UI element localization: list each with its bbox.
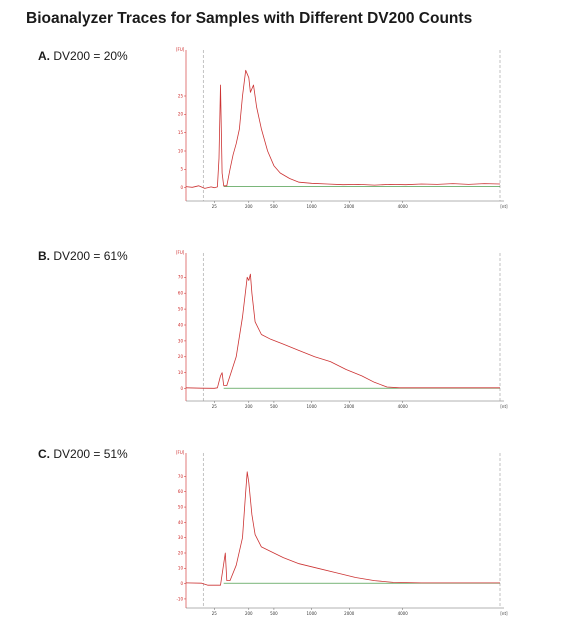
y-tick-label: 20: [178, 354, 184, 359]
panel-c-letter: C.: [38, 447, 50, 461]
y-tick-label: 30: [178, 535, 184, 540]
x-unit-label: [nt]: [500, 204, 508, 209]
y-tick-label: 70: [178, 275, 184, 280]
panel-a-label: A. DV200 = 20%: [38, 49, 128, 63]
panel-b-letter: B.: [38, 249, 50, 263]
x-tick-label: 25: [212, 404, 218, 409]
y-tick-label: 70: [178, 474, 184, 479]
y-tick-label: 10: [178, 370, 184, 375]
x-tick-label: 4000: [398, 611, 409, 616]
y-tick-label: 0: [180, 185, 183, 190]
y-tick-label: 5: [180, 167, 183, 172]
y-tick-label: 20: [178, 112, 184, 117]
x-tick-label: 2000: [344, 204, 355, 209]
y-tick-label: 40: [178, 520, 184, 525]
panel-c-dv200: DV200 = 51%: [53, 447, 128, 461]
y-tick-label: -10: [176, 596, 183, 601]
y-unit-label: [FU]: [176, 47, 185, 52]
y-tick-label: 0: [180, 581, 183, 586]
y-tick-label: 10: [178, 148, 184, 153]
x-tick-label: 500: [270, 404, 278, 409]
y-tick-label: 40: [178, 322, 184, 327]
y-tick-label: 10: [178, 566, 184, 571]
y-unit-label: [FU]: [176, 450, 185, 455]
x-tick-label: 2000: [344, 611, 355, 616]
y-tick-label: 30: [178, 338, 184, 343]
y-tick-label: 25: [178, 93, 184, 98]
panel-c-chart: [FU] -10 0 10 20 30 40 50 60 70 25 200 500 1000 2000 40…: [176, 450, 508, 616]
x-tick-label: 200: [245, 204, 253, 209]
x-tick-label: 200: [245, 611, 253, 616]
x-tick-label: 4000: [398, 204, 409, 209]
y-tick-label: 15: [178, 130, 184, 135]
panel-c-label: C. DV200 = 51%: [38, 447, 128, 461]
y-unit-label: [FU]: [176, 250, 185, 255]
x-tick-label: 1000: [307, 404, 318, 409]
panel-a-dv200: DV200 = 20%: [53, 49, 128, 63]
x-tick-label: 25: [212, 611, 218, 616]
y-tick-label: 0: [180, 386, 183, 391]
panel-b-label: B. DV200 = 61%: [38, 249, 128, 263]
electropherogram-trace: [185, 69, 501, 189]
x-tick-label: 25: [212, 204, 218, 209]
x-unit-label: [nt]: [500, 611, 508, 616]
electropherogram-trace: [185, 471, 500, 586]
y-tick-label: 50: [178, 504, 184, 509]
electropherogram-trace: [185, 273, 500, 389]
y-tick-label: 50: [178, 306, 184, 311]
x-tick-label: 500: [270, 611, 278, 616]
panel-b-chart: [FU] 0 10 20 30 40 50 60 70 25 200 500 1000 2000 4000 […: [176, 250, 508, 409]
x-tick-label: 1000: [307, 204, 318, 209]
panel-b-dv200: DV200 = 61%: [53, 249, 128, 263]
x-unit-label: [nt]: [500, 404, 508, 409]
y-tick-label: 60: [178, 291, 184, 296]
x-tick-label: 500: [270, 204, 278, 209]
panel-a-chart: [FU] 0 5 10 15 20 25 25 200 500 1000 2000 4000 [nt]: [176, 47, 508, 209]
chart-title: Bioanalyzer Traces for Samples with Diff…: [26, 10, 473, 27]
y-tick-label: 60: [178, 489, 184, 494]
y-tick-label: 20: [178, 550, 184, 555]
x-tick-label: 1000: [307, 611, 318, 616]
panel-a-letter: A.: [38, 49, 50, 63]
x-tick-label: 4000: [398, 404, 409, 409]
x-tick-label: 200: [245, 404, 253, 409]
x-tick-label: 2000: [344, 404, 355, 409]
